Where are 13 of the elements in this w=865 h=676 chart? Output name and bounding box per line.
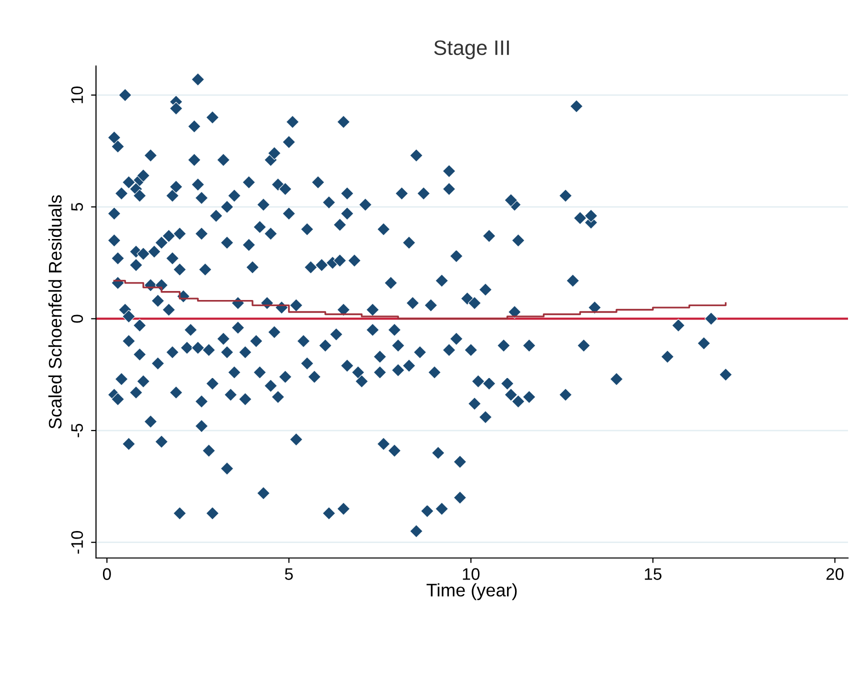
x-tick-label: 10 — [462, 568, 480, 580]
y-tick-label: -5 — [71, 424, 83, 438]
y-tick-label: 0 — [71, 314, 83, 323]
x-tick-label: 20 — [826, 568, 844, 580]
x-tick-label: 0 — [102, 568, 111, 580]
y-tick-label: -10 — [71, 530, 83, 554]
x-tick-label: 5 — [284, 568, 293, 580]
x-axis-title: Time (year) — [426, 583, 517, 600]
y-tick-label: 10 — [71, 86, 83, 104]
y-axis-title: Scaled Schoenfeld Residuals — [48, 195, 62, 429]
chart-title: Stage III — [434, 40, 509, 60]
x-tick-label: 15 — [644, 568, 662, 580]
y-tick-label: 5 — [71, 202, 83, 211]
